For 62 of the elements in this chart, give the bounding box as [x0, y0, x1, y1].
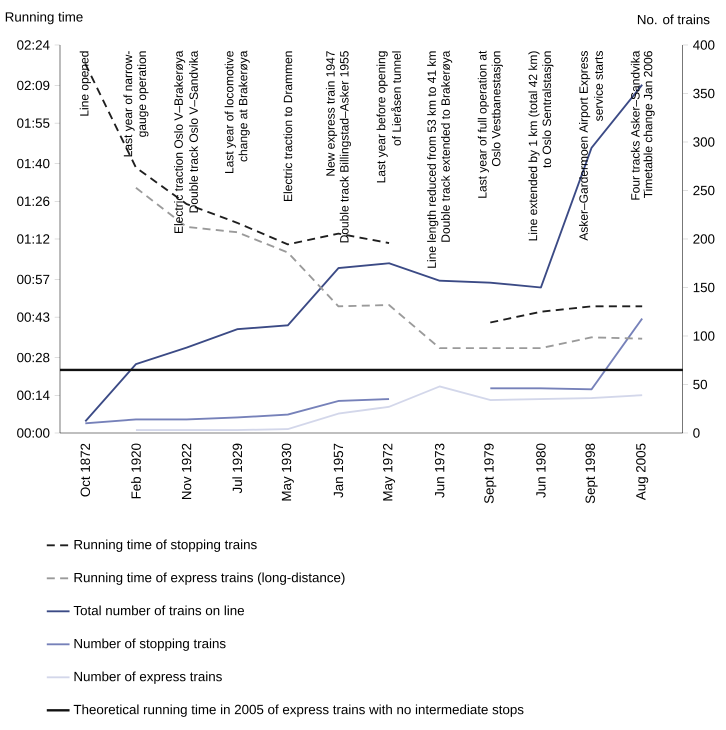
y2-tick-label: 150 [694, 282, 714, 292]
y2-axis-title: No. of trains [638, 14, 710, 24]
y-tick-label: 01:26 [17, 196, 50, 206]
x-tick-label: Oct 1872 [80, 444, 90, 497]
x-tick-label: Sept 1979 [484, 444, 496, 504]
y-tick-label: 00:43 [17, 312, 50, 322]
legend-label: Theoretical running time in 2005 of express trains with no intermediate stops [74, 704, 524, 717]
annotation: Double track extended to Brakerøya [441, 50, 452, 242]
legend-label: Number of express trains [74, 671, 222, 684]
y2-tick-label: 0 [693, 428, 700, 438]
y2-tick-label: 350 [693, 88, 714, 98]
y2-tick-label: 200 [693, 234, 714, 244]
annotation: Four tracks Asker–Sandvika [630, 50, 640, 200]
legend-label: Running time of express trains (long-distance) [74, 572, 345, 585]
annotation: service starts [594, 51, 603, 121]
legend-label: Running time of stopping trains [74, 539, 257, 552]
annotation: gauge operation [137, 51, 148, 137]
annotation: New express train 1947 [326, 51, 338, 176]
x-tick-label: Nov 1922 [182, 444, 192, 500]
legend-label: Number of stopping trains [74, 638, 226, 651]
x-tick-label: May 1930 [282, 444, 294, 501]
annotation: Last year of locomotive [224, 51, 236, 173]
annotation: Double track Oslo V–Sandvika [189, 50, 198, 212]
annotation: Line length reduced from 53 km to 41 km [427, 51, 438, 268]
annotation: to Oslo Sentralstasjon [542, 51, 554, 168]
y2-tick-label: 100 [694, 331, 714, 341]
x-tick-label: May 1972 [383, 444, 396, 501]
annotation: Last year of full operation at [478, 50, 489, 198]
y-tick-label: 00:14 [17, 390, 50, 400]
y-tick-label: 00:57 [17, 274, 50, 284]
annotation: Line opened [80, 51, 91, 116]
x-tick-label: Jun 1980 [536, 444, 546, 498]
y-tick-label: 01:55 [17, 118, 50, 128]
annotation: Electric traction Oslo V–Brakerøya [174, 50, 186, 233]
x-tick-label: Feb 1920 [131, 444, 141, 498]
legend-label: Total number of trains on line [74, 605, 244, 616]
y-tick-label: 02:09 [17, 80, 50, 90]
annotation: of Lieråsen tunnel [391, 51, 401, 146]
annotation: Electric traction to Drammen [283, 51, 292, 201]
annotation: change at Brakerøya [238, 50, 250, 162]
x-tick-label: Jun 1973 [434, 444, 444, 498]
y-tick-label: 00:00 [17, 428, 50, 438]
annotation: Double track Billingstad–Asker 1955 [340, 51, 351, 242]
x-tick-label: Aug 2005 [636, 444, 648, 500]
x-tick-label: Jan 1957 [334, 444, 344, 498]
y-axis-title: Running time [6, 12, 83, 24]
annotation: Last year of narrow- [123, 51, 135, 156]
y-tick-label: 00:28 [17, 352, 50, 362]
annotation: Line extended by 1 km (total 42 km) [528, 51, 540, 240]
y2-tick-label: 400 [693, 40, 714, 50]
annotation: Oslo Vestbanestasjon [492, 51, 503, 166]
annotation: Last year before opening [376, 51, 388, 182]
y-tick-label: 01:40 [17, 158, 50, 168]
y2-tick-label: 50 [693, 380, 708, 390]
annotation: Timetable change Jan 2006 [644, 51, 655, 198]
x-tick-label: Jul 1929 [232, 444, 242, 494]
y-tick-label: 02:24 [17, 40, 50, 50]
y2-tick-label: 250 [693, 186, 714, 196]
annotation: Asker–Gardermoen Airport Express [579, 51, 590, 241]
y-tick-label: 01:12 [17, 234, 50, 244]
x-tick-label: Sept 1998 [586, 444, 598, 504]
y2-tick-label: 300 [693, 137, 714, 147]
